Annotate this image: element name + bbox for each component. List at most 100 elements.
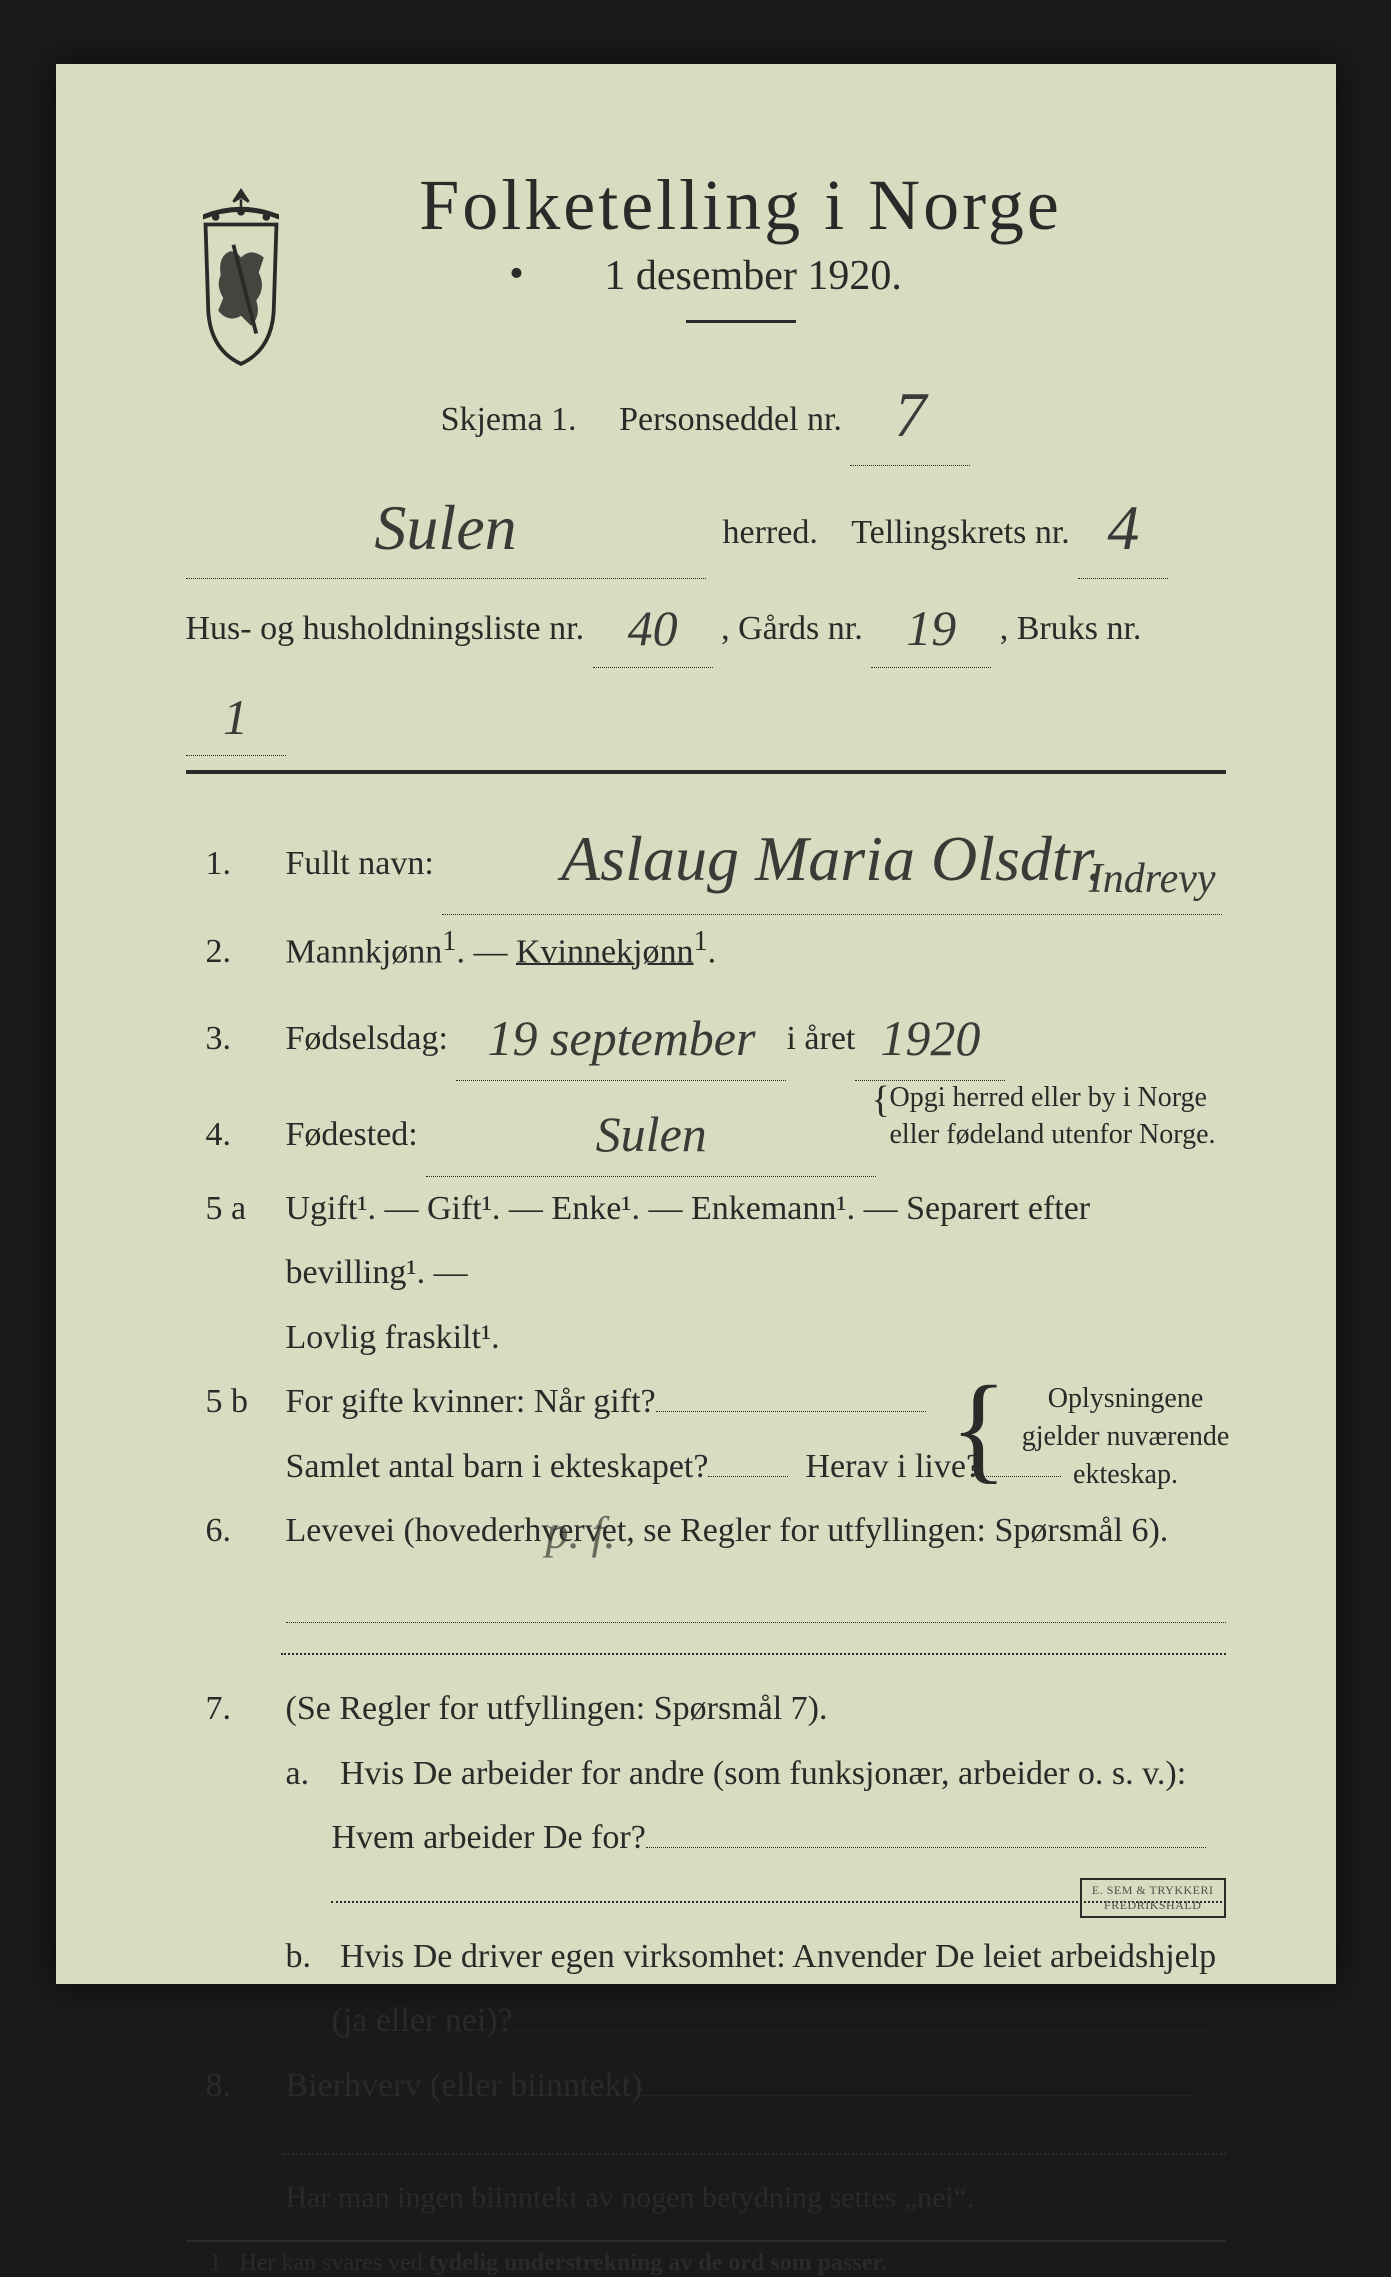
q4-field: Sulen [426, 1081, 876, 1177]
q5b-l2a: Samlet antal barn i ekteskapet? [286, 1448, 709, 1485]
q1-body: Fullt navn: Aslaug Maria Olsdtr. Indrevy [286, 792, 1226, 915]
herred-value: Sulen [374, 492, 516, 563]
q7b-l2: (ja eller nei)? [186, 1989, 1226, 2054]
q7a-l2-text: Hvem arbeider De for? [332, 1819, 646, 1856]
q3-year-value: 1920 [880, 1010, 980, 1066]
q3-num: 3. [186, 1007, 286, 1072]
q6-hand: p. f. [546, 1489, 616, 1576]
q4: 4. Fødested: Sulen { Opgi herred eller b… [186, 1081, 1226, 1177]
printer-stamp: E. SEM & TRYKKERI FREDRIKSHALD [1080, 1878, 1226, 1918]
census-form-page: Folketelling i Norge • 1 desember 1920. … [56, 64, 1336, 1984]
q4-value: Sulen [596, 1106, 707, 1162]
q7b-label: b. [286, 1925, 332, 1990]
q7b-l2-text: (ja eller nei)? [332, 2002, 513, 2039]
bruks-label: , Bruks nr. [1000, 610, 1142, 647]
q5b-l1a: For gifte kvinner: Når gift? [286, 1383, 656, 1420]
q6: 6. Levevei (hovederhvervet, se Regler fo… [186, 1499, 1226, 1623]
q8-note: Har man ingen biinntekt av nogen betydni… [186, 2169, 1226, 2226]
q6-text: Levevei (hovederhvervet, se Regler for u… [286, 1512, 1169, 1549]
q3-day-field: 19 september [456, 985, 786, 1081]
q5b-l2b: Herav i live? [805, 1448, 981, 1485]
q4-label: Fødested: [286, 1116, 418, 1153]
title-rule [686, 320, 796, 323]
q5b-note-l1: Oplysningene [1048, 1383, 1204, 1414]
footnote-a: Her kan svares ved [240, 2250, 429, 2276]
q2-mann: Mannkjønn [286, 933, 443, 970]
q8-body: Bierhverv (eller biinntekt) [286, 2054, 1226, 2119]
q2-sup2: 1 [694, 926, 708, 957]
q8-rule [281, 2153, 1226, 2155]
q6-rule [281, 1653, 1226, 1655]
q7b-l1: b. Hvis De driver egen virksomhet: Anven… [186, 1925, 1226, 1990]
form-line-1: Skjema 1. Personseddel nr. 7 [186, 353, 1226, 466]
q3-body: Fødselsdag: 19 september i året 1920 [286, 985, 1226, 1081]
krets-value: 4 [1107, 492, 1139, 563]
personseddel-label: Personseddel nr. [619, 401, 842, 438]
q5b-barn-field [708, 1476, 788, 1477]
q5a: 5 a Ugift¹. — Gift¹. — Enke¹. — Enkemann… [186, 1177, 1226, 1306]
q8: 8. Bierhverv (eller biinntekt) [186, 2054, 1226, 2119]
q4-note-l1: Opgi herred eller by i Norge [890, 1082, 1208, 1113]
q1-label: Fullt navn: [286, 845, 434, 882]
q7a-label: a. [286, 1742, 332, 1807]
gards-field: 19 [871, 579, 991, 668]
q3-label: Fødselsdag: [286, 1020, 448, 1057]
footnote-rule [186, 2240, 1226, 2242]
skjema-label: Skjema 1. [441, 401, 577, 438]
hus-label: Hus- og husholdningsliste nr. [186, 610, 585, 647]
q3-year-field: 1920 [855, 985, 1005, 1081]
form-line-3: Hus- og husholdningsliste nr. 40 , Gårds… [186, 579, 1226, 756]
q5b-gift-field [656, 1411, 926, 1412]
bruks-field: 1 [186, 668, 286, 757]
q4-note: { Opgi herred eller by i Norge eller fød… [890, 1079, 1230, 1155]
personseddel-nr-value: 7 [894, 379, 926, 450]
bruks-value: 1 [223, 689, 248, 745]
q7b-l1-text: Hvis De driver egen virksomhet: Anvender… [340, 1938, 1216, 1975]
q2-num: 2. [186, 920, 286, 985]
q7a-l1-text: Hvis De arbeider for andre (som funksjon… [340, 1755, 1186, 1792]
q3: 3. Fødselsdag: 19 september i året 1920 [186, 985, 1226, 1081]
q1-value2: Indrevy [1089, 840, 1216, 920]
q7-num: 7. [186, 1677, 286, 1742]
q4-num: 4. [186, 1103, 286, 1168]
title-block: Folketelling i Norge • 1 desember 1920. [256, 164, 1226, 323]
footnote-b: tydelig understrekning av de ord som pas… [429, 2250, 887, 2276]
q5a-text2: Lovlig fraskilt¹. [286, 1306, 1226, 1371]
krets-label: Tellingskrets nr. [851, 514, 1070, 551]
footnote-num: 1 [210, 2250, 222, 2276]
q3-year-label: i året [786, 1020, 855, 1057]
q5a-cont: Lovlig fraskilt¹. [186, 1306, 1226, 1371]
form-line-2: Sulen herred. Tellingskrets nr. 4 [186, 466, 1226, 579]
q5b-live-field [981, 1476, 1061, 1477]
q5b-body1: For gifte kvinner: Når gift? { Oplysning… [286, 1370, 1226, 1435]
q1-value: Aslaug Maria Olsdtr. [561, 823, 1103, 894]
q2: 2. Mannkjønn1. — Kvinnekjønn1. [186, 915, 1226, 985]
q5a-num: 5 a [186, 1177, 286, 1242]
q6-body: Levevei (hovederhvervet, se Regler for u… [286, 1499, 1226, 1623]
section-rule-1 [186, 770, 1226, 774]
q7a-body: a. Hvis De arbeider for andre (som funks… [286, 1742, 1226, 1807]
q2-sep: . — [456, 933, 516, 970]
main-title: Folketelling i Norge [256, 164, 1226, 247]
herred-label: herred. [723, 514, 818, 551]
q5b-body2: Samlet antal barn i ekteskapet? Herav i … [286, 1435, 1226, 1500]
krets-field: 4 [1078, 466, 1168, 579]
hus-field: 40 [593, 579, 713, 668]
q7: 7. (Se Regler for utfyllingen: Spørsmål … [186, 1677, 1226, 1742]
q6-line: p. f. [286, 1592, 1226, 1623]
q1: 1. Fullt navn: Aslaug Maria Olsdtr. Indr… [186, 792, 1226, 915]
subtitle-text: 1 desember 1920. [604, 253, 901, 299]
question-list: 1. Fullt navn: Aslaug Maria Olsdtr. Indr… [186, 792, 1226, 2226]
q7b-field [513, 2030, 1203, 2031]
q3-day-value: 19 september [487, 1010, 755, 1066]
q2-sup1: 1 [442, 926, 456, 957]
footnote: 1 Her kan svares ved tydelig understrekn… [186, 2250, 1226, 2277]
q5b-l2: Samlet antal barn i ekteskapet? Herav i … [186, 1435, 1226, 1500]
q7b-body2: (ja eller nei)? [286, 1989, 1226, 2054]
q6-num: 6. [186, 1499, 286, 1564]
q7a-body2: Hvem arbeider De for? [286, 1806, 1226, 1871]
coat-of-arms-icon [176, 184, 306, 374]
gards-value: 19 [906, 600, 956, 656]
q8-num: 8. [186, 2054, 286, 2119]
herred-field: Sulen [186, 466, 706, 579]
